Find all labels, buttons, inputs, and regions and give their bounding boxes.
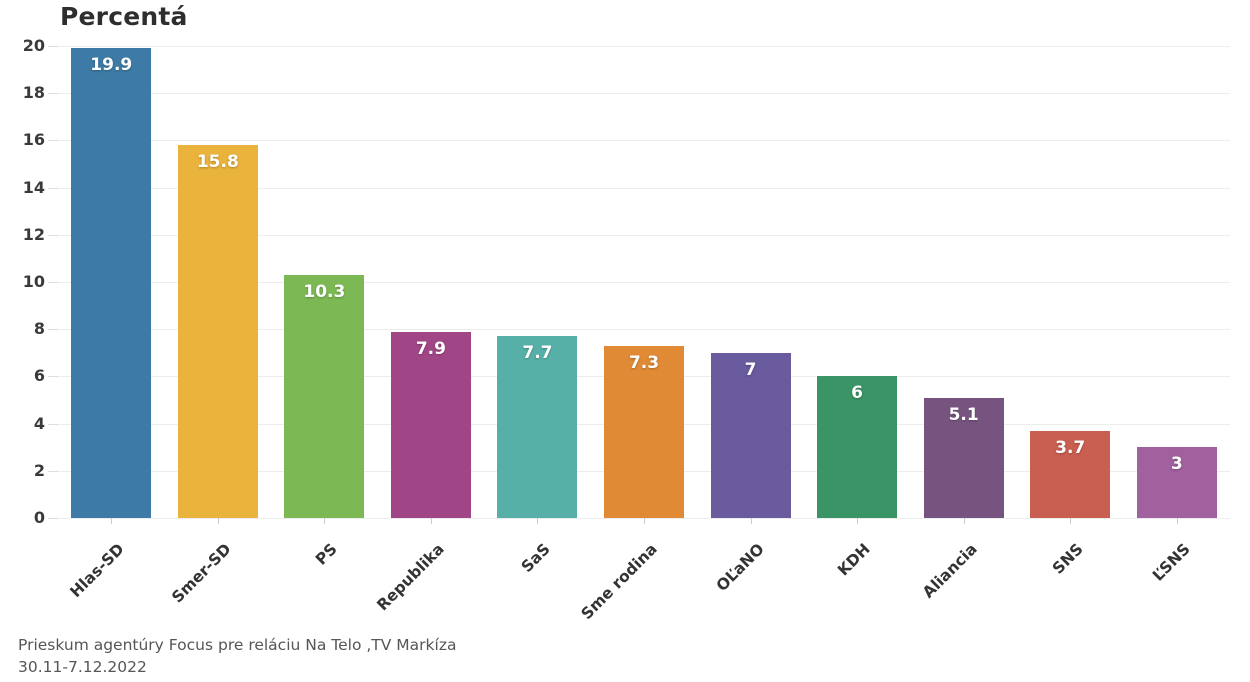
x-axis-label-lsns: ĽSNS <box>1148 540 1194 585</box>
y-axis-label-8: 8 <box>33 319 45 339</box>
bar-slot-lsns: 3 <box>1123 46 1230 518</box>
y-tick-10 <box>48 282 58 283</box>
chart-title: Percentá <box>60 2 188 31</box>
x-tick-sme-rodina <box>644 518 645 524</box>
y-tick-6 <box>48 376 58 378</box>
bar-sns: 3.7 <box>1030 430 1111 518</box>
y-axis-label-6: 6 <box>33 366 45 386</box>
bar-sas: 7.7 <box>497 336 578 518</box>
y-axis-label-10: 10 <box>22 272 45 291</box>
y-axis-label-12: 12 <box>22 224 45 244</box>
bar-slot-ps: 10.3 <box>271 46 378 518</box>
y-axis-label-20: 20 <box>22 36 45 55</box>
x-axis-label-kdh: KDH <box>834 540 874 580</box>
x-tick-republika <box>430 518 432 524</box>
bar-value-label-sas: 7.7 <box>522 343 553 364</box>
bar-smer-sd: 15.8 <box>177 145 258 518</box>
bar-slot-hlas-sd: 19.9 <box>58 46 165 518</box>
x-axis-label-smer-sd: Smer-SD <box>168 540 235 607</box>
x-tick-smer-sd <box>217 518 219 524</box>
y-tick-0 <box>48 518 58 519</box>
gridline-18 <box>58 93 1230 95</box>
gridline-12 <box>58 234 1230 236</box>
gridline-8 <box>58 329 1230 331</box>
bar-lsns: 3 <box>1136 447 1217 518</box>
x-tick-kdh <box>857 518 859 524</box>
bar-series: 19.9 15.8 10.3 7.9 7.7 7.3 7 6 5.1 3.7 3 <box>58 46 1230 518</box>
y-axis-label-4: 4 <box>33 413 45 433</box>
bar-value-label-lsns: 3 <box>1170 454 1183 475</box>
bar-slot-sas: 7.7 <box>484 46 591 518</box>
y-tick-18 <box>48 93 58 95</box>
y-tick-20 <box>48 46 58 47</box>
x-tick-hlas-sd <box>111 518 113 524</box>
x-tick-sas <box>537 518 539 524</box>
x-axis-label-ps: PS <box>312 540 342 569</box>
bar-value-label-republika: 7.9 <box>415 338 446 359</box>
y-tick-16 <box>48 140 58 142</box>
y-tick-14 <box>48 187 58 189</box>
y-axis-label-0: 0 <box>33 508 45 527</box>
bar-slot-sns: 3.7 <box>1017 46 1124 518</box>
bar-value-label-olano: 7 <box>744 359 757 380</box>
bar-slot-sme-rodina: 7.3 <box>591 46 698 518</box>
notes-date-range: 30.11-7.12.2022 <box>18 658 147 676</box>
x-axis-label-hlas-sd: Hlas-SD <box>66 540 128 602</box>
x-tick-lsns <box>1176 518 1178 524</box>
gridline-20 <box>58 46 1230 47</box>
plot-area: 19.9 15.8 10.3 7.9 7.7 7.3 7 6 5.1 3.7 3 <box>48 46 1230 524</box>
bar-olano: 7 <box>710 352 791 518</box>
bar-value-label-sns: 3.7 <box>1055 437 1086 458</box>
chart-notes: Prieskum agentúry Focus pre reláciu Na T… <box>18 634 456 678</box>
x-axis-label-sme-rodina: Sme rodina <box>577 540 661 624</box>
notes-source: Prieskum agentúry Focus pre reláciu Na T… <box>18 636 457 654</box>
y-tick-8 <box>48 329 58 331</box>
bar-value-label-hlas-sd: 19.9 <box>90 55 133 76</box>
y-tick-12 <box>48 234 58 236</box>
x-axis-label-sas: SaS <box>518 540 555 576</box>
y-tick-2 <box>48 470 58 472</box>
bar-sme-rodina: 7.3 <box>604 345 684 518</box>
bar-slot-smer-sd: 15.8 <box>165 46 272 518</box>
y-axis: 0 2 4 6 8 10 12 14 16 18 20 <box>0 36 45 527</box>
x-tick-aliancia <box>963 518 965 524</box>
y-axis-label-18: 18 <box>22 83 45 103</box>
x-axis-label-sns: SNS <box>1049 540 1087 578</box>
bar-slot-kdh: 6 <box>804 46 911 518</box>
gridline-16 <box>58 140 1230 142</box>
bar-kdh: 6 <box>817 376 898 518</box>
x-tick-sns <box>1070 518 1072 524</box>
bar-aliancia: 5.1 <box>923 397 1004 518</box>
bar-hlas-sd: 19.9 <box>71 48 152 518</box>
bar-value-label-aliancia: 5.1 <box>948 404 979 425</box>
bar-slot-aliancia: 5.1 <box>910 46 1017 518</box>
gridline-14 <box>58 187 1230 189</box>
y-axis-label-16: 16 <box>22 130 45 150</box>
y-axis-label-14: 14 <box>22 177 45 197</box>
bar-slot-olano: 7 <box>697 46 804 518</box>
bar-value-label-sme-rodina: 7.3 <box>628 352 660 373</box>
bar-value-label-smer-sd: 15.8 <box>196 152 239 173</box>
x-axis: Hlas-SD Smer-SD PS Republika SaS Sme rodina OĽ… <box>58 534 1230 634</box>
y-axis-label-2: 2 <box>33 460 45 480</box>
x-tick-ps <box>324 518 326 524</box>
x-axis-label-republika: Republika <box>373 540 448 615</box>
bar-slot-republika: 7.9 <box>378 46 485 518</box>
x-axis-label-aliancia: Aliancia <box>918 540 981 602</box>
y-tick-4 <box>48 423 58 425</box>
x-axis-label-olano: OĽaNO <box>712 540 768 595</box>
bar-ps: 10.3 <box>284 274 365 518</box>
bar-value-label-ps: 10.3 <box>303 281 346 302</box>
gridline-10 <box>58 282 1230 283</box>
bar-value-label-kdh: 6 <box>851 383 864 404</box>
x-tick-olano <box>750 518 752 524</box>
bar-republika: 7.9 <box>390 331 471 518</box>
